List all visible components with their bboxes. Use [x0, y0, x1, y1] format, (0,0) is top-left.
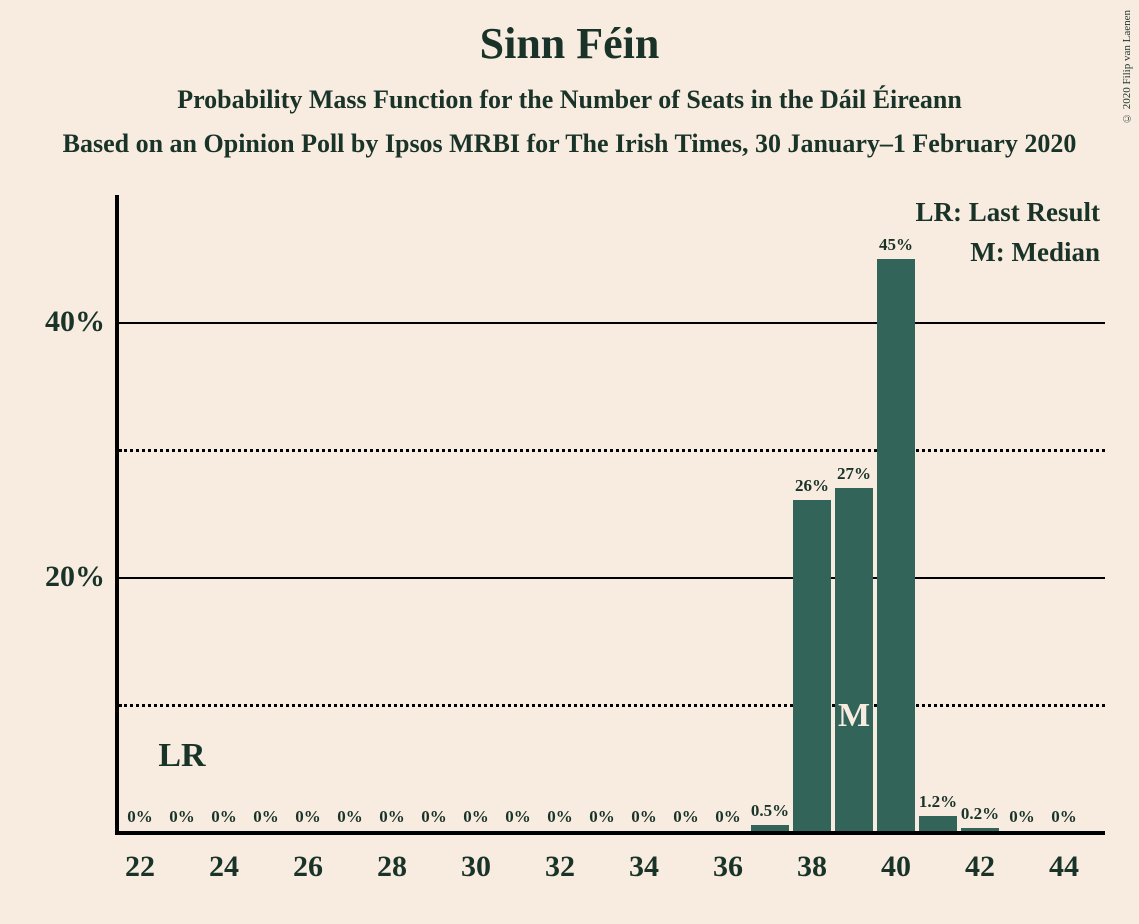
chart-subtitle: Probability Mass Function for the Number…	[0, 69, 1139, 115]
legend-lr: LR: Last Result	[915, 197, 1100, 228]
bar-value-label: 0%	[1051, 807, 1077, 827]
bar	[961, 828, 999, 831]
bar	[835, 488, 873, 831]
bar-value-label: 0.5%	[751, 801, 789, 821]
bar-value-label: 0%	[421, 807, 447, 827]
y-tick-label: 20%	[45, 560, 105, 594]
bar	[877, 259, 915, 831]
x-tick-label: 22	[125, 850, 155, 884]
bar-value-label: 27%	[837, 464, 871, 484]
y-tick-label: 40%	[45, 305, 105, 339]
x-tick-label: 44	[1049, 850, 1079, 884]
x-tick-label: 38	[797, 850, 827, 884]
bar-value-label: 1.2%	[919, 792, 957, 812]
x-tick-label: 42	[965, 850, 995, 884]
bar-value-label: 0%	[715, 807, 741, 827]
bar-value-label: 45%	[879, 235, 913, 255]
gridline-minor	[119, 449, 1105, 452]
bar-value-label: 0%	[589, 807, 615, 827]
x-tick-label: 32	[545, 850, 575, 884]
median-marker: M	[838, 697, 870, 735]
bar-value-label: 0%	[337, 807, 363, 827]
chart-area: 0% 0% 0% 0% 0% 0% 0% 0% 0% 0% 0% 0% 0% 0% 0% 0.5% 26% 27%…	[115, 195, 1105, 835]
bar-value-label: 0%	[169, 807, 195, 827]
bar-value-label: 0%	[631, 807, 657, 827]
bar-value-label: 26%	[795, 476, 829, 496]
bar-value-label: 0%	[673, 807, 699, 827]
bar	[751, 825, 789, 831]
x-tick-label: 24	[209, 850, 239, 884]
x-tick-label: 34	[629, 850, 659, 884]
gridline-minor	[119, 704, 1105, 707]
bar-value-label: 0%	[127, 807, 153, 827]
copyright-text: © 2020 Filip van Laenen	[1121, 10, 1133, 124]
x-tick-label: 40	[881, 850, 911, 884]
bar-value-label: 0%	[295, 807, 321, 827]
y-axis	[115, 195, 119, 835]
chart-source: Based on an Opinion Poll by Ipsos MRBI f…	[0, 115, 1139, 159]
x-tick-label: 30	[461, 850, 491, 884]
chart-title: Sinn Féin	[0, 0, 1139, 69]
bar-value-label: 0%	[211, 807, 237, 827]
gridline-major	[119, 322, 1105, 324]
bar	[919, 816, 957, 831]
bar	[793, 500, 831, 831]
bar-value-label: 0%	[547, 807, 573, 827]
bar-value-label: 0%	[1009, 807, 1035, 827]
bar-value-label: 0%	[379, 807, 405, 827]
x-axis	[115, 831, 1105, 835]
bar-value-label: 0%	[253, 807, 279, 827]
last-result-marker: LR	[158, 737, 205, 775]
x-tick-label: 36	[713, 850, 743, 884]
bar-value-label: 0%	[463, 807, 489, 827]
x-tick-label: 26	[293, 850, 323, 884]
gridline-major	[119, 577, 1105, 579]
plot-region: 0% 0% 0% 0% 0% 0% 0% 0% 0% 0% 0% 0% 0% 0% 0% 0.5% 26% 27%…	[115, 195, 1105, 835]
x-tick-label: 28	[377, 850, 407, 884]
legend-m: M: Median	[970, 237, 1100, 268]
bar-value-label: 0%	[505, 807, 531, 827]
bar-value-label: 0.2%	[961, 804, 999, 824]
